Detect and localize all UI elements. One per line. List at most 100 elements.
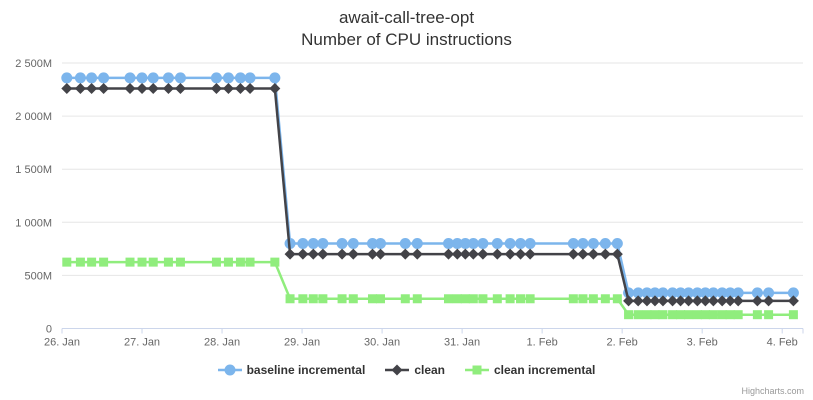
data-point-clean[interactable] xyxy=(649,295,661,307)
data-point-clean-incremental[interactable] xyxy=(676,310,686,320)
data-point-clean[interactable] xyxy=(162,82,174,94)
data-point-clean[interactable] xyxy=(210,82,222,94)
data-point-clean[interactable] xyxy=(366,248,378,260)
data-point-clean[interactable] xyxy=(515,248,527,260)
data-point-clean[interactable] xyxy=(234,82,246,94)
data-point-clean[interactable] xyxy=(297,248,309,260)
data-point-clean-incremental[interactable] xyxy=(223,257,233,267)
data-point-baseline-incremental[interactable] xyxy=(459,238,471,250)
data-point-baseline-incremental[interactable] xyxy=(699,287,711,299)
data-point-clean[interactable] xyxy=(683,295,695,307)
data-point-clean[interactable] xyxy=(136,82,148,94)
data-point-clean[interactable] xyxy=(716,295,728,307)
data-point-clean[interactable] xyxy=(411,248,423,260)
data-point-clean-incremental[interactable] xyxy=(624,310,634,320)
data-point-clean-incremental[interactable] xyxy=(87,257,97,267)
data-point-clean-incremental[interactable] xyxy=(600,294,610,304)
data-point-baseline-incremental[interactable] xyxy=(787,287,799,299)
data-point-baseline-incremental[interactable] xyxy=(504,238,516,250)
data-point-baseline-incremental[interactable] xyxy=(751,287,763,299)
data-point-clean-incremental[interactable] xyxy=(658,310,668,320)
data-point-baseline-incremental[interactable] xyxy=(611,238,623,250)
data-point-clean-incremental[interactable] xyxy=(175,257,185,267)
data-point-baseline-incremental[interactable] xyxy=(307,238,319,250)
data-point-baseline-incremental[interactable] xyxy=(74,72,86,84)
data-point-clean-incremental[interactable] xyxy=(298,294,308,304)
data-point-baseline-incremental[interactable] xyxy=(691,287,703,299)
data-point-clean-incremental[interactable] xyxy=(75,257,85,267)
data-point-baseline-incremental[interactable] xyxy=(577,238,589,250)
data-point-clean-incremental[interactable] xyxy=(308,294,318,304)
data-point-clean[interactable] xyxy=(459,248,471,260)
data-point-baseline-incremental[interactable] xyxy=(716,287,728,299)
data-point-clean[interactable] xyxy=(61,82,73,94)
data-point-clean[interactable] xyxy=(691,295,703,307)
data-point-clean-incremental[interactable] xyxy=(460,294,470,304)
legend-item-baseline-incremental[interactable]: baseline incremental xyxy=(217,363,365,377)
data-point-clean[interactable] xyxy=(317,248,329,260)
data-point-clean[interactable] xyxy=(451,248,463,260)
data-point-clean[interactable] xyxy=(611,248,623,260)
data-point-clean[interactable] xyxy=(174,82,186,94)
data-point-clean[interactable] xyxy=(675,295,687,307)
data-point-clean-incremental[interactable] xyxy=(163,257,173,267)
data-point-clean[interactable] xyxy=(787,295,799,307)
data-point-clean-incremental[interactable] xyxy=(245,257,255,267)
data-point-clean[interactable] xyxy=(222,82,234,94)
data-point-clean-incremental[interactable] xyxy=(717,310,727,320)
data-point-baseline-incremental[interactable] xyxy=(477,238,489,250)
data-point-baseline-incremental[interactable] xyxy=(297,238,309,250)
data-point-clean[interactable] xyxy=(587,248,599,260)
data-point-baseline-incremental[interactable] xyxy=(162,72,174,84)
data-point-clean[interactable] xyxy=(577,248,589,260)
data-point-clean[interactable] xyxy=(244,82,256,94)
data-point-clean-incremental[interactable] xyxy=(650,310,660,320)
data-point-clean[interactable] xyxy=(374,248,386,260)
data-point-baseline-incremental[interactable] xyxy=(524,238,536,250)
data-point-baseline-incremental[interactable] xyxy=(641,287,653,299)
legend-item-clean-incremental[interactable]: clean incremental xyxy=(465,363,595,377)
legend-item-clean[interactable]: clean xyxy=(385,363,445,377)
data-point-baseline-incremental[interactable] xyxy=(599,238,611,250)
data-point-clean-incremental[interactable] xyxy=(612,294,622,304)
data-point-baseline-incremental[interactable] xyxy=(675,287,687,299)
data-point-baseline-incremental[interactable] xyxy=(244,72,256,84)
data-point-clean-incremental[interactable] xyxy=(478,294,488,304)
data-point-clean-incremental[interactable] xyxy=(516,294,526,304)
data-point-baseline-incremental[interactable] xyxy=(399,238,411,250)
data-point-clean[interactable] xyxy=(504,248,516,260)
data-point-clean[interactable] xyxy=(477,248,489,260)
data-point-clean-incremental[interactable] xyxy=(367,294,377,304)
data-point-baseline-incremental[interactable] xyxy=(366,238,378,250)
data-point-clean-incremental[interactable] xyxy=(505,294,515,304)
data-point-clean-incremental[interactable] xyxy=(285,294,295,304)
data-point-clean-incremental[interactable] xyxy=(348,294,358,304)
data-point-clean[interactable] xyxy=(307,248,319,260)
data-point-clean-incremental[interactable] xyxy=(633,310,643,320)
data-point-baseline-incremental[interactable] xyxy=(657,287,669,299)
data-point-clean-incremental[interactable] xyxy=(318,294,328,304)
data-point-baseline-incremental[interactable] xyxy=(210,72,222,84)
data-point-baseline-incremental[interactable] xyxy=(515,238,527,250)
data-point-baseline-incremental[interactable] xyxy=(567,238,579,250)
data-point-clean-incremental[interactable] xyxy=(337,294,347,304)
data-point-clean[interactable] xyxy=(124,82,136,94)
data-point-baseline-incremental[interactable] xyxy=(467,238,479,250)
data-point-baseline-incremental[interactable] xyxy=(136,72,148,84)
data-point-baseline-incremental[interactable] xyxy=(317,238,329,250)
data-point-baseline-incremental[interactable] xyxy=(587,238,599,250)
data-point-clean[interactable] xyxy=(74,82,86,94)
data-point-baseline-incremental[interactable] xyxy=(336,238,348,250)
data-point-baseline-incremental[interactable] xyxy=(269,72,281,84)
data-point-clean-incremental[interactable] xyxy=(99,257,109,267)
data-point-clean-incremental[interactable] xyxy=(752,310,762,320)
data-point-baseline-incremental[interactable] xyxy=(649,287,661,299)
data-point-clean[interactable] xyxy=(467,248,479,260)
data-point-baseline-incremental[interactable] xyxy=(411,238,423,250)
data-point-baseline-incremental[interactable] xyxy=(234,72,246,84)
data-point-clean-incremental[interactable] xyxy=(235,257,245,267)
data-point-clean[interactable] xyxy=(98,82,110,94)
data-point-clean[interactable] xyxy=(599,248,611,260)
data-point-clean-incremental[interactable] xyxy=(578,294,588,304)
data-point-clean-incremental[interactable] xyxy=(452,294,462,304)
